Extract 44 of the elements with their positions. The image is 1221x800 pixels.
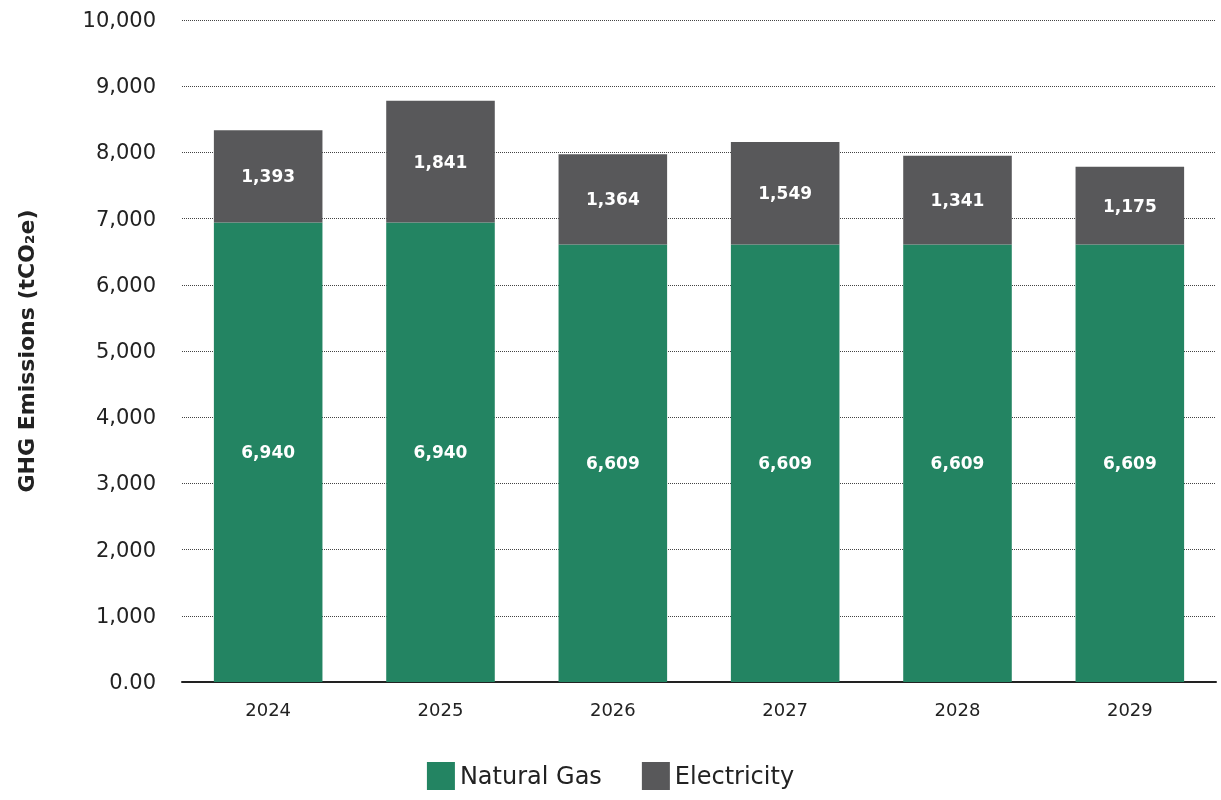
data-label: 6,609 [1102, 453, 1157, 474]
x-tick-label: 2026 [589, 698, 636, 720]
data-label: 1,175 [1102, 195, 1157, 216]
data-label: 6,609 [758, 453, 813, 474]
data-label: 6,609 [585, 453, 640, 474]
bar [213, 130, 323, 223]
data-label: 1,393 [241, 166, 296, 187]
x-tick-label: 2028 [934, 698, 981, 720]
y-tick-label: 6,000 [95, 272, 156, 297]
x-tick-label: 2029 [1106, 698, 1153, 720]
bar [730, 141, 840, 245]
y-tick-label: 2,000 [95, 537, 156, 562]
y-tick-label: 7,000 [95, 206, 156, 231]
y-tick-label: 4,000 [95, 405, 156, 430]
bar [558, 244, 668, 682]
bar [213, 222, 323, 682]
data-label: 1,841 [413, 151, 468, 172]
bar [903, 155, 1012, 245]
x-tick-label: 2024 [245, 698, 292, 720]
legend-label: Natural Gas [459, 762, 602, 790]
y-tick-label: 3,000 [95, 471, 156, 496]
bar [730, 244, 840, 682]
data-label: 6,940 [241, 442, 296, 463]
legend-label: Electricity [674, 762, 795, 790]
y-tick-label: 0.00 [109, 670, 156, 694]
y-axis-title: GHG Emissions (tCO₂e) [13, 209, 39, 493]
y-tick-label: 1,000 [95, 603, 156, 628]
y-tick-label: 8,000 [95, 140, 156, 165]
data-label: 6,609 [930, 453, 985, 474]
bar [1075, 244, 1185, 682]
y-tick-label: 5,000 [95, 339, 156, 363]
bar [386, 100, 495, 223]
data-label: 1,364 [585, 189, 640, 210]
x-tick-label: 2025 [417, 698, 464, 720]
bar [903, 244, 1012, 682]
bar [558, 154, 668, 245]
data-label: 1,549 [758, 183, 813, 204]
data-label: 6,940 [413, 442, 468, 463]
bar [386, 222, 495, 682]
bar [1075, 166, 1185, 245]
y-tick-label: 10,000 [82, 8, 156, 32]
y-tick-label: 9,000 [95, 74, 156, 99]
x-tick-label: 2027 [762, 698, 809, 720]
data-label: 1,341 [930, 190, 985, 211]
